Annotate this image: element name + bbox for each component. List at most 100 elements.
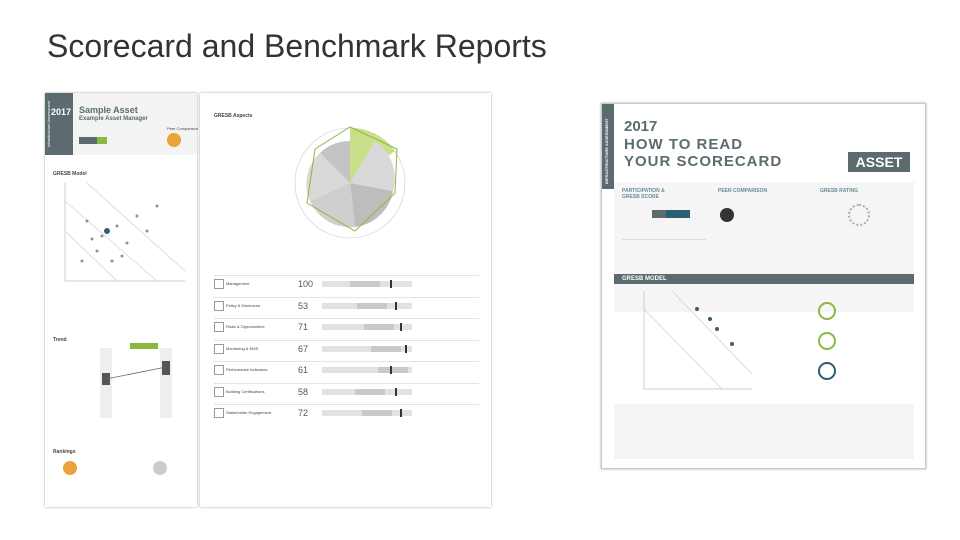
aspect-score: 67 xyxy=(298,343,309,354)
radar-sector xyxy=(310,183,355,228)
rank-medal xyxy=(63,461,77,475)
aspect-label: Policy & Disclosure xyxy=(226,302,261,308)
guide-title: YOUR SCORECARD xyxy=(624,153,783,170)
guide-page: INFRASTRUCTURE ASSESSMENT 2017 HOW TO RE… xyxy=(601,103,926,469)
row-divider xyxy=(214,339,479,341)
marker xyxy=(390,366,392,374)
rank-medal xyxy=(167,133,181,147)
row-icon xyxy=(214,365,224,375)
trend-box xyxy=(162,361,170,375)
guide-model xyxy=(643,290,836,390)
divider xyxy=(622,239,706,240)
aspect-label: Building Certifications xyxy=(226,388,265,394)
diagonal xyxy=(86,182,186,272)
aspect-score: 71 xyxy=(298,322,309,332)
score-ring xyxy=(818,362,836,380)
manager-name: Example Asset Manager xyxy=(79,116,148,122)
marker xyxy=(405,344,407,353)
row-divider xyxy=(214,318,479,319)
aspect-score: 100 xyxy=(298,279,314,289)
report-page-1: Infrastructure Assessment 2017 Sample As… xyxy=(45,93,199,507)
guide-year: 2017 xyxy=(624,118,658,135)
marker xyxy=(395,301,397,310)
rank-medal xyxy=(720,208,734,222)
section-heading: PARTICIPATION & GRESB SCORE xyxy=(622,188,665,200)
row-icon xyxy=(214,408,224,418)
rankings-heading: Rankings xyxy=(53,449,76,455)
row-divider xyxy=(214,382,479,384)
row-icon xyxy=(214,279,224,289)
peer-heading: Peer Comparison xyxy=(167,126,199,131)
rank-medal xyxy=(153,461,167,475)
aspect-score: 61 xyxy=(298,365,309,375)
asset-badge: ASSET xyxy=(848,152,910,172)
aspect-score: 53 xyxy=(298,300,309,311)
marker xyxy=(395,387,397,396)
row-icon xyxy=(214,343,224,354)
radar-sector xyxy=(350,183,393,227)
aspect-score: 72 xyxy=(298,408,309,418)
radar-sector xyxy=(320,140,350,183)
report-page-2: GRESB Aspects Management 100 Policy & Disc… xyxy=(200,93,491,507)
aspect-label: Monitoring & EMS xyxy=(226,345,259,351)
scatter-dot xyxy=(730,342,734,346)
model-heading: GRESB MODEL xyxy=(622,276,667,282)
trend-tag xyxy=(130,343,158,349)
peer-bar xyxy=(362,410,392,416)
aspects-heading: GRESB Aspects xyxy=(214,113,253,119)
scatter-dot xyxy=(695,307,699,311)
sections-band xyxy=(614,182,914,312)
side-band xyxy=(602,104,614,189)
radar-sector xyxy=(350,141,395,191)
row-icon xyxy=(214,386,224,397)
row-icon xyxy=(214,300,224,311)
scatter-dots xyxy=(80,204,159,263)
trend-line xyxy=(105,366,167,380)
asset-dot xyxy=(104,228,110,234)
aspect-label: Stakeholder Engagement xyxy=(226,410,272,415)
slide-title: Scorecard and Benchmark Reports xyxy=(47,28,547,64)
scatter-dot xyxy=(708,317,712,321)
aspect-label: Performance Indicators xyxy=(226,367,268,372)
radar-sector xyxy=(306,153,350,201)
row-divider xyxy=(214,275,479,276)
model-band xyxy=(614,274,914,284)
peer-bar xyxy=(364,324,394,330)
peer-bar xyxy=(350,281,380,287)
side-label: INFRASTRUCTURE ASSESSMENT xyxy=(604,118,609,184)
score-bar xyxy=(79,137,97,144)
peer-bar xyxy=(378,367,408,373)
asset-name: Sample Asset xyxy=(79,105,138,115)
side-band xyxy=(45,93,73,155)
diagonal xyxy=(671,290,753,375)
year: 2017 xyxy=(51,107,72,117)
score-bar xyxy=(97,137,107,144)
row-divider xyxy=(214,296,479,298)
peer-bar xyxy=(355,388,385,395)
score-ring xyxy=(818,302,836,320)
peer-bar xyxy=(322,367,412,373)
peer-bar xyxy=(322,345,412,352)
section-heading: GRESB RATING xyxy=(820,188,858,194)
trend-plot xyxy=(100,343,172,418)
text-band xyxy=(614,404,914,459)
marker xyxy=(390,280,392,288)
aspect-label: Risks & Opportunities xyxy=(226,324,265,329)
model-plot xyxy=(64,182,186,282)
row-divider xyxy=(214,361,479,362)
diagonal xyxy=(64,200,158,282)
marker xyxy=(400,323,402,331)
score-ring xyxy=(818,332,836,350)
marker xyxy=(400,409,402,417)
row-divider xyxy=(214,404,479,405)
scatter-dot xyxy=(715,327,719,331)
row-icon xyxy=(214,322,224,332)
trend-heading: Trend xyxy=(53,337,67,343)
diagonal xyxy=(64,230,118,282)
aspects-radar xyxy=(294,126,406,239)
rating-stars xyxy=(848,204,870,226)
guide-title: HOW TO READ xyxy=(624,136,744,153)
diagonal xyxy=(643,308,723,390)
